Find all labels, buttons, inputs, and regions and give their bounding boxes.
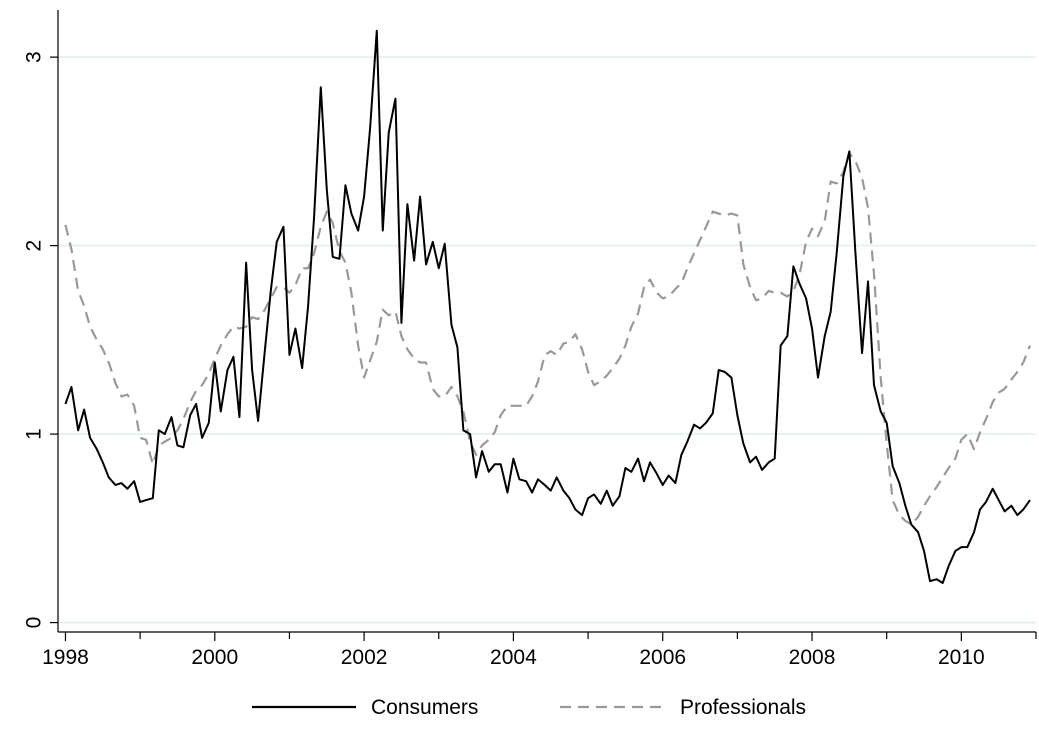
legend: Consumers Professionals bbox=[252, 696, 806, 719]
x-tick-label-2000: 2000 bbox=[191, 646, 238, 669]
gridlines bbox=[58, 56, 1036, 624]
x-tick-label-2008: 2008 bbox=[789, 646, 836, 669]
series-line-consumers bbox=[64, 29, 1031, 584]
legend-label-consumers: Consumers bbox=[371, 696, 478, 719]
x-tick-label-2010: 2010 bbox=[938, 646, 985, 669]
x-tick-label-2002: 2002 bbox=[341, 646, 388, 669]
y-axis-ticks: 0 1 2 3 bbox=[23, 51, 58, 629]
series-layer bbox=[64, 29, 1032, 584]
y-tick-label-1: 1 bbox=[23, 428, 46, 440]
x-tick-label-2004: 2004 bbox=[490, 646, 537, 669]
x-axis-ticks: 1998 2000 2002 2004 2006 2008 2010 bbox=[42, 632, 1037, 669]
legend-label-professionals: Professionals bbox=[680, 696, 806, 719]
x-tick-label-2006: 2006 bbox=[639, 646, 686, 669]
y-tick-label-0: 0 bbox=[23, 617, 46, 629]
x-tick-label-1998: 1998 bbox=[42, 646, 89, 669]
y-tick-label-2: 2 bbox=[23, 240, 46, 252]
series-line-professionals bbox=[64, 152, 1032, 526]
y-tick-label-3: 3 bbox=[23, 51, 46, 63]
